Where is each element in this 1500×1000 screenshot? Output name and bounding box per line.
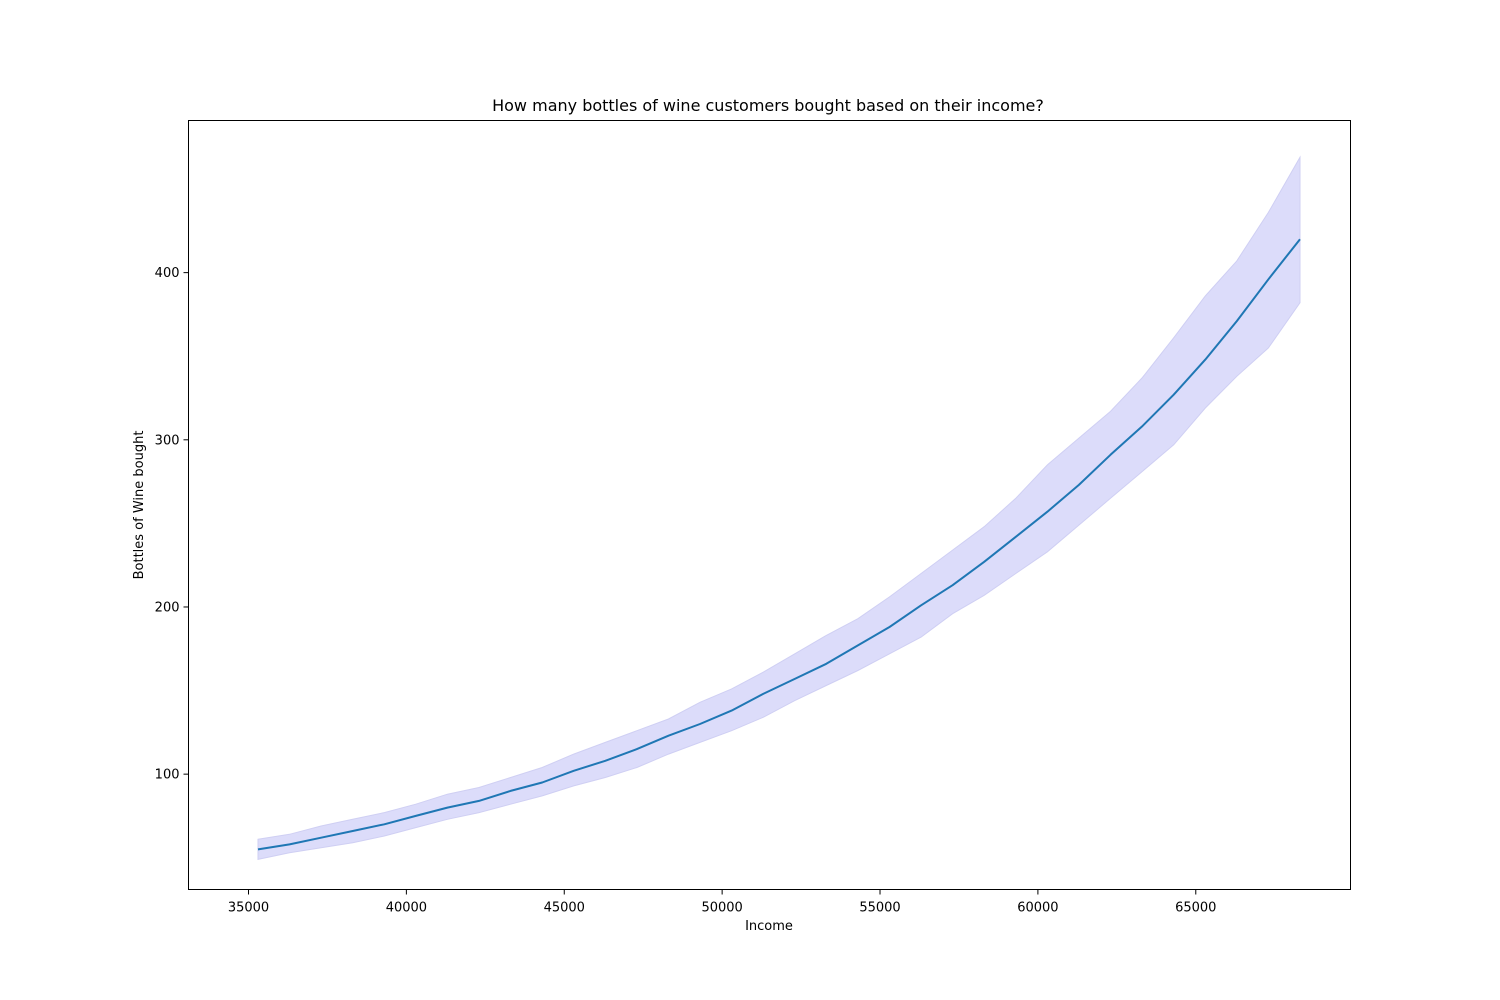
y-axis-label: Bottles of Wine bought — [132, 431, 147, 580]
x-tick-label: 35000 — [228, 901, 269, 916]
y-tick-label: 300 — [155, 433, 180, 448]
x-tick-label: 40000 — [386, 901, 427, 916]
confidence-band — [257, 155, 1301, 861]
y-axis: 100 200 300 400 — [155, 266, 189, 783]
series-line — [257, 238, 1301, 851]
y-tick-label: 200 — [155, 600, 180, 615]
x-axis: 35000 40000 45000 50000 55000 60000 65000 — [228, 889, 1216, 916]
chart-title: How many bottles of wine customers bough… — [492, 96, 1044, 115]
x-tick-label: 45000 — [544, 901, 585, 916]
plot-frame — [188, 120, 1351, 890]
y-tick-label: 400 — [155, 266, 180, 281]
x-tick-label: 60000 — [1017, 901, 1058, 916]
y-tick-label: 100 — [155, 768, 180, 783]
plot-area — [257, 155, 1301, 861]
x-axis-label: Income — [745, 919, 793, 934]
x-tick-label: 65000 — [1175, 901, 1216, 916]
x-tick-label: 50000 — [701, 901, 742, 916]
x-tick-label: 55000 — [859, 901, 900, 916]
